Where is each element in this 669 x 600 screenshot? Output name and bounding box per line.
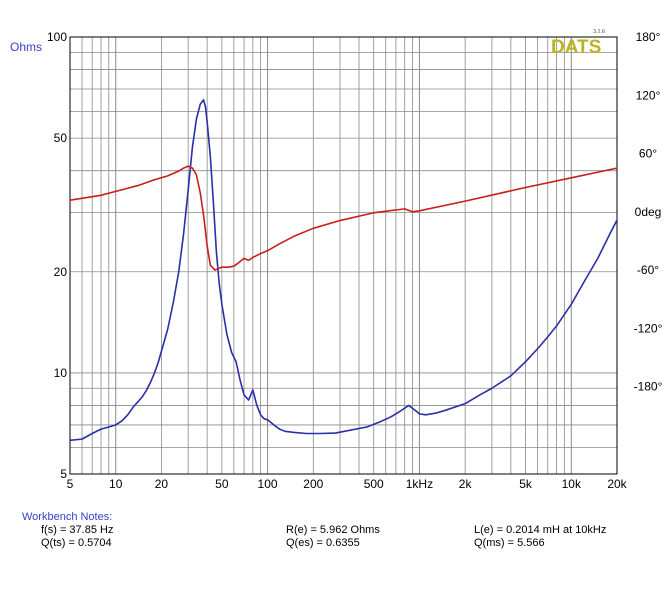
x-tick-label: 5k: [519, 477, 533, 491]
workbench-notes-title: Workbench Notes:: [22, 511, 113, 523]
phase-tick-label: -60°: [637, 263, 659, 277]
x-tick-label: 10k: [562, 477, 582, 491]
x-tick-label: 5: [67, 477, 74, 491]
y-tick-label: 100: [47, 30, 67, 44]
y-axis-label: Ohms: [10, 40, 42, 54]
x-tick-label: 500: [364, 477, 384, 491]
dats-version: 3.1.6: [593, 29, 605, 35]
x-tick-label: 20: [155, 477, 169, 491]
x-tick-label: 20k: [607, 477, 627, 491]
y-tick-label: 10: [54, 366, 68, 380]
phase-tick-label: -120°: [634, 321, 663, 335]
note-re: R(e) = 5.962 Ohms: [286, 524, 380, 536]
y-tick-label: 5: [60, 467, 67, 481]
note-qms: Q(ms) = 5.566: [474, 537, 545, 549]
x-tick-label: 10: [109, 477, 123, 491]
plot-frame: [69, 36, 618, 475]
phase-tick-label: 120°: [636, 88, 661, 102]
note-qts: Q(ts) = 0.5704: [41, 537, 112, 549]
note-le: L(e) = 0.2014 mH at 10kHz: [474, 524, 607, 536]
x-tick-label: 2k: [459, 477, 473, 491]
notes-col-1: f(s) = 37.85 Hz Q(ts) = 0.5704: [41, 524, 113, 550]
x-tick-label: 200: [303, 477, 323, 491]
phase-tick-label: -180°: [634, 380, 663, 394]
phase-tick-label: 0deg: [635, 205, 662, 219]
phase-axis-ticks: 180° 120° 60° 0deg -60° -120° -180°: [634, 30, 663, 394]
x-tick-label: 100: [258, 477, 278, 491]
y-tick-label: 20: [54, 265, 68, 279]
dats-logo: DATS: [551, 37, 601, 58]
series-layer: [69, 99, 618, 442]
y-tick-label: 50: [54, 131, 68, 145]
notes-col-3: L(e) = 0.2014 mH at 10kHz Q(ms) = 5.566: [474, 524, 606, 550]
note-qes: Q(es) = 0.6355: [286, 537, 360, 549]
phase-tick-label: 180°: [636, 30, 661, 44]
impedance-curve: [69, 99, 618, 442]
notes-col-2: R(e) = 5.962 Ohms Q(es) = 0.6355: [286, 524, 380, 550]
x-tick-label: 50: [215, 477, 229, 491]
x-axis-ticks: 5 10 20 50 100 200 500 1kHz 2k 5k 10k 20k: [67, 477, 628, 491]
note-fs: f(s) = 37.85 Hz: [41, 524, 114, 536]
phase-tick-label: 60°: [639, 147, 657, 161]
x-tick-label: 1kHz: [406, 477, 433, 491]
y-axis-ticks: 100 50 20 10 5: [47, 30, 67, 481]
grid: [69, 37, 618, 474]
phase-curve: [69, 165, 618, 271]
